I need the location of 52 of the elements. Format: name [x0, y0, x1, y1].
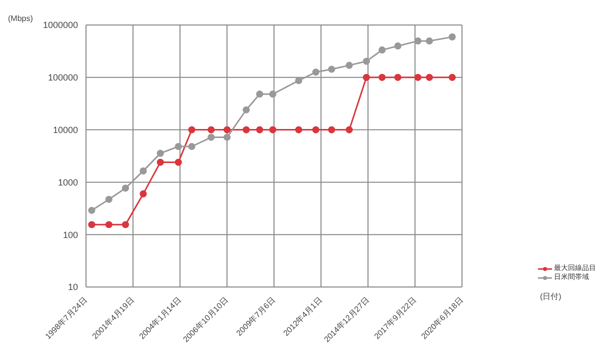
- point: [174, 142, 182, 150]
- point: [140, 190, 147, 198]
- point: [414, 37, 422, 45]
- point: [174, 158, 182, 166]
- y-tick-label: 10: [68, 282, 78, 292]
- y-axis-title: (Mbps): [8, 14, 33, 23]
- point: [414, 74, 422, 81]
- point: [426, 74, 433, 81]
- y-tick-label: 1000: [58, 177, 78, 188]
- point: [208, 134, 215, 141]
- point: [346, 62, 353, 69]
- point: [188, 126, 196, 134]
- point: [394, 42, 402, 50]
- point: [242, 106, 250, 114]
- point: [105, 221, 112, 228]
- y-tick-label: 100: [62, 230, 78, 240]
- point: [122, 221, 130, 228]
- text: (日付): [540, 291, 562, 302]
- point: [224, 134, 231, 141]
- point: [328, 66, 336, 73]
- point: [88, 221, 96, 228]
- point: [394, 74, 402, 81]
- point: [242, 126, 250, 134]
- point: [362, 74, 370, 81]
- point: [88, 206, 96, 214]
- point: [295, 126, 302, 134]
- y-tick-label: 10000: [52, 124, 78, 135]
- y-tick-label: 1000000: [42, 20, 78, 30]
- point: [256, 90, 264, 98]
- point: [105, 196, 112, 203]
- point: [378, 46, 386, 54]
- point: [312, 68, 320, 76]
- point: [269, 126, 276, 134]
- point: [156, 158, 164, 166]
- point: [448, 33, 456, 40]
- point: [269, 90, 276, 98]
- point: [224, 126, 231, 134]
- point: [188, 142, 196, 150]
- point: [426, 37, 433, 45]
- point: [362, 58, 370, 65]
- point: [256, 126, 264, 134]
- point: [156, 150, 164, 157]
- point: [448, 74, 456, 81]
- point: [312, 126, 320, 134]
- point: [328, 126, 336, 134]
- point: [140, 167, 147, 174]
- point: [346, 126, 353, 134]
- y-tick-label: 100000: [48, 72, 78, 83]
- point: [208, 126, 215, 134]
- point: [295, 77, 302, 84]
- point: [378, 74, 386, 81]
- point: [122, 184, 130, 192]
